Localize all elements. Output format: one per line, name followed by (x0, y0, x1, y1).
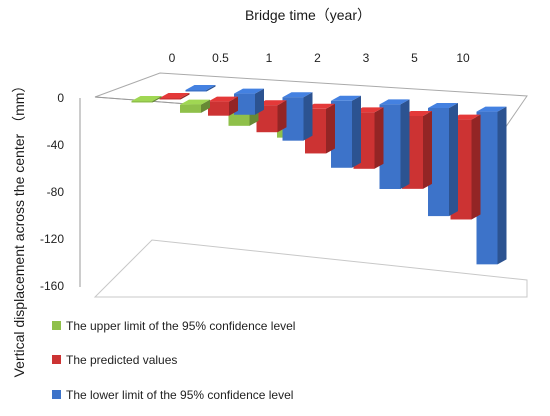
legend-item: The predicted values (52, 353, 177, 367)
bar (305, 103, 335, 154)
legend-label: The lower limit of the 95% confidence le… (66, 388, 293, 402)
bar (159, 93, 190, 100)
x-tick-label: 3 (363, 51, 370, 65)
legend: The upper limit of the 95% confidence le… (52, 319, 295, 402)
x-tick-label: 5 (411, 51, 418, 65)
bar (379, 99, 410, 189)
legend-item: The upper limit of the 95% confidence le… (52, 319, 295, 333)
x-tick-label: 1 (266, 51, 273, 65)
chart-floor (93, 239, 528, 298)
y-tick-label: -120 (40, 232, 64, 246)
x-tick-label: 0.5 (212, 51, 229, 65)
bar (256, 100, 287, 133)
y-tick-label: -80 (47, 185, 65, 199)
bar (208, 96, 238, 116)
y-tick-label: 0 (57, 91, 64, 105)
legend-swatch (52, 321, 61, 330)
bar (185, 85, 216, 92)
legend-swatch (52, 355, 61, 364)
x-axis-ticks: 0 0.5 1 2 3 5 10 (169, 51, 470, 65)
y-axis-ticks: 0 -40 -80 -120 -160 (40, 91, 64, 293)
chart-title: Bridge time（year） (245, 7, 371, 23)
x-tick-label: 10 (456, 51, 470, 65)
x-tick-label: 0 (169, 51, 176, 65)
bar (131, 96, 162, 103)
x-tick-label: 2 (314, 51, 321, 65)
legend-label: The predicted values (66, 353, 177, 367)
bar (331, 95, 361, 168)
bar (282, 92, 313, 141)
floor-plane (93, 239, 528, 298)
y-tick-label: -40 (47, 138, 65, 152)
bar (476, 106, 507, 265)
legend-swatch (52, 390, 61, 399)
bar (428, 103, 458, 217)
bar (180, 99, 210, 113)
bar (234, 88, 264, 115)
bars (131, 85, 507, 265)
y-tick-label: -160 (40, 279, 64, 293)
legend-label: The upper limit of the 95% confidence le… (66, 319, 295, 333)
y-axis-label: Vertical displacement across the center … (11, 79, 27, 378)
legend-item: The lower limit of the 95% confidence le… (52, 388, 293, 402)
